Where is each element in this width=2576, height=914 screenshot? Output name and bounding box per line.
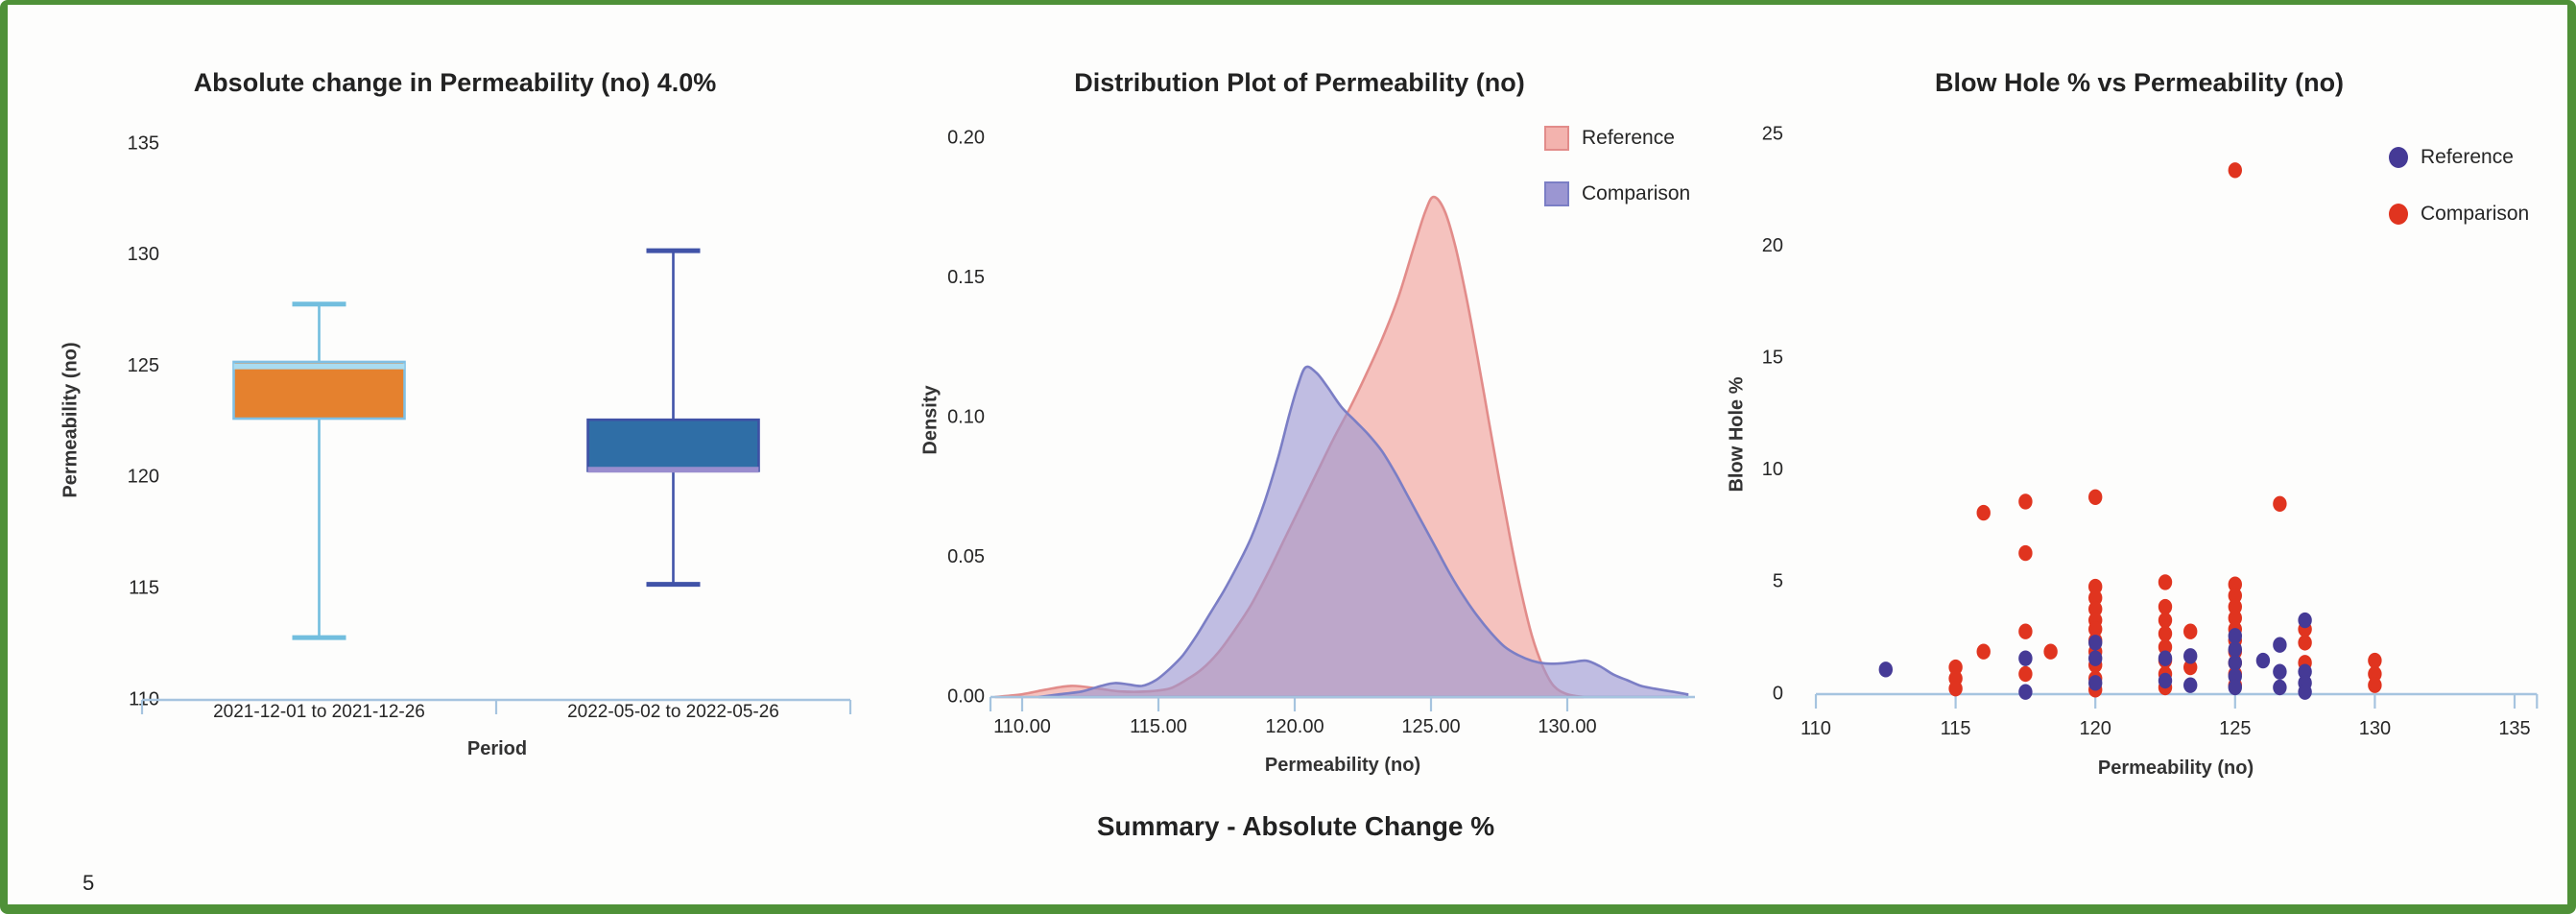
svg-text:125: 125	[128, 355, 159, 376]
svg-text:0.15: 0.15	[947, 267, 985, 288]
svg-text:125.00: 125.00	[1401, 716, 1460, 737]
boxplot-xlabel: Period	[466, 738, 528, 759]
svg-text:25: 25	[1762, 123, 1783, 144]
svg-text:110: 110	[1801, 718, 1831, 739]
svg-text:0.05: 0.05	[947, 546, 985, 567]
svg-text:115: 115	[129, 577, 159, 598]
svg-text:130: 130	[2359, 718, 2391, 739]
svg-text:15: 15	[1762, 347, 1783, 368]
svg-text:2021-12-01 to 2021-12-26: 2021-12-01 to 2021-12-26	[213, 702, 425, 722]
svg-text:125: 125	[2219, 718, 2251, 739]
distribution-legend-comparison-label: Comparison	[1582, 182, 1691, 204]
svg-text:110.00: 110.00	[993, 716, 1051, 737]
svg-text:115.00: 115.00	[1130, 716, 1187, 737]
distribution-legend-comparison: Comparison	[1544, 181, 1690, 206]
svg-text:120: 120	[2080, 718, 2111, 739]
svg-text:20: 20	[1762, 235, 1783, 256]
reference-dot-icon	[2389, 147, 2408, 168]
distribution-title: Distribution Plot of Permeability (no)	[1074, 68, 1525, 97]
scatter-legend-reference-label: Reference	[2421, 146, 2514, 168]
scatter-chart: 0 5 10 15 20 25 110 115 120 125 130 135	[1762, 123, 2539, 739]
box-series-2	[586, 248, 760, 588]
box-series-1	[232, 301, 406, 640]
svg-text:0.20: 0.20	[947, 127, 985, 148]
svg-text:2022-05-02 to 2022-05-26: 2022-05-02 to 2022-05-26	[567, 702, 779, 722]
svg-text:0.00: 0.00	[947, 686, 985, 707]
svg-text:5: 5	[1773, 571, 1783, 592]
svg-text:135: 135	[128, 132, 159, 154]
svg-text:120.00: 120.00	[1265, 716, 1324, 737]
svg-text:120: 120	[128, 467, 159, 488]
svg-text:115: 115	[1941, 718, 1971, 739]
reference-swatch-icon	[1544, 126, 1569, 151]
distribution-xlabel: Permeability (no)	[1264, 755, 1421, 776]
distribution-plot-area: 0.00 0.05 0.10 0.15 0.20 110.00 115.00 120.00 12…	[947, 127, 1695, 737]
scatter-series-comparison	[1948, 162, 2382, 698]
comparison-swatch-icon	[1544, 181, 1569, 206]
svg-text:130.00: 130.00	[1538, 716, 1596, 737]
distribution-chart: 0.00 0.05 0.10 0.15 0.20 110.00 115.00 120.00 12…	[947, 127, 1695, 737]
svg-text:135: 135	[2498, 718, 2530, 739]
distribution-legend-reference: Reference	[1544, 126, 1675, 151]
svg-text:0.10: 0.10	[947, 406, 985, 427]
density-curve-comparison	[1038, 365, 1689, 699]
scatter-legend-reference: Reference	[2389, 146, 2514, 169]
scatter-legend-comparison: Comparison	[2389, 203, 2529, 226]
scatter-xlabel: Permeability (no)	[2097, 758, 2254, 779]
page-number: 5	[83, 871, 95, 895]
scatter-series-reference	[1878, 612, 2312, 700]
summary-heading: Summary - Absolute Change %	[1096, 811, 1495, 841]
svg-text:130: 130	[128, 244, 159, 265]
boxplot-title: Absolute change in Permeability (no) 4.0…	[193, 68, 717, 97]
scatter-legend-comparison-label: Comparison	[2421, 203, 2530, 225]
scatter-title: Blow Hole % vs Permeability (no)	[1934, 68, 2345, 97]
scatter-plot-area: 0 5 10 15 20 25 110 115 120 125 130 135	[1762, 123, 2539, 739]
svg-text:10: 10	[1762, 459, 1783, 480]
comparison-dot-icon	[2389, 204, 2408, 225]
distribution-legend-reference-label: Reference	[1582, 127, 1675, 149]
svg-text:0: 0	[1773, 683, 1783, 704]
